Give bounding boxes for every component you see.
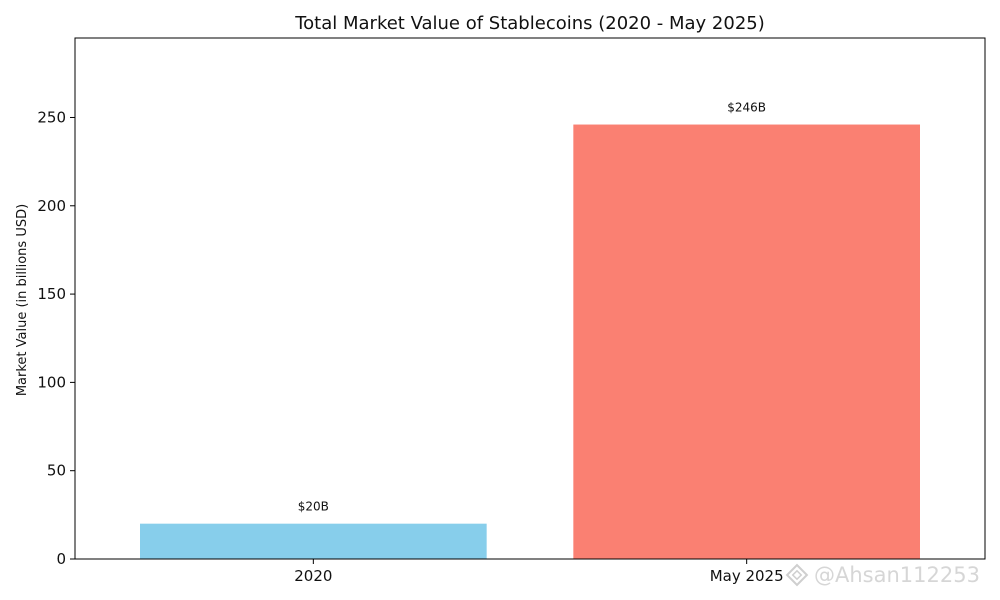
y-tick-label-2: 100 [37,373,66,391]
y-tick-label-5: 250 [37,108,66,126]
watermark: @Ahsan112253 [785,563,980,587]
y-tick-label-0: 0 [56,550,66,568]
y-axis-label: Market Value (in billions USD) [15,204,30,396]
bars-layer: $20B $246B [140,101,920,559]
bar-1 [573,124,920,559]
y-tick-label-3: 150 [37,285,66,303]
plot-frame [74,37,986,560]
data-label-1: $246B [727,101,766,115]
watermark-text: @Ahsan112253 [814,563,980,587]
diamond-logo-icon [785,563,809,587]
x-tick-label-1: May 2025 [710,567,784,585]
y-tick-label-1: 50 [47,462,66,480]
ticks-layer: 2020 May 2025 0 50 100 150 200 250 [37,108,783,585]
chart-title: Total Market Value of Stablecoins (2020 … [294,13,765,34]
y-tick-label-4: 200 [37,197,66,215]
x-tick-label-0: 2020 [294,567,332,585]
data-label-0: $20B [298,500,329,514]
bar-0 [140,523,487,559]
